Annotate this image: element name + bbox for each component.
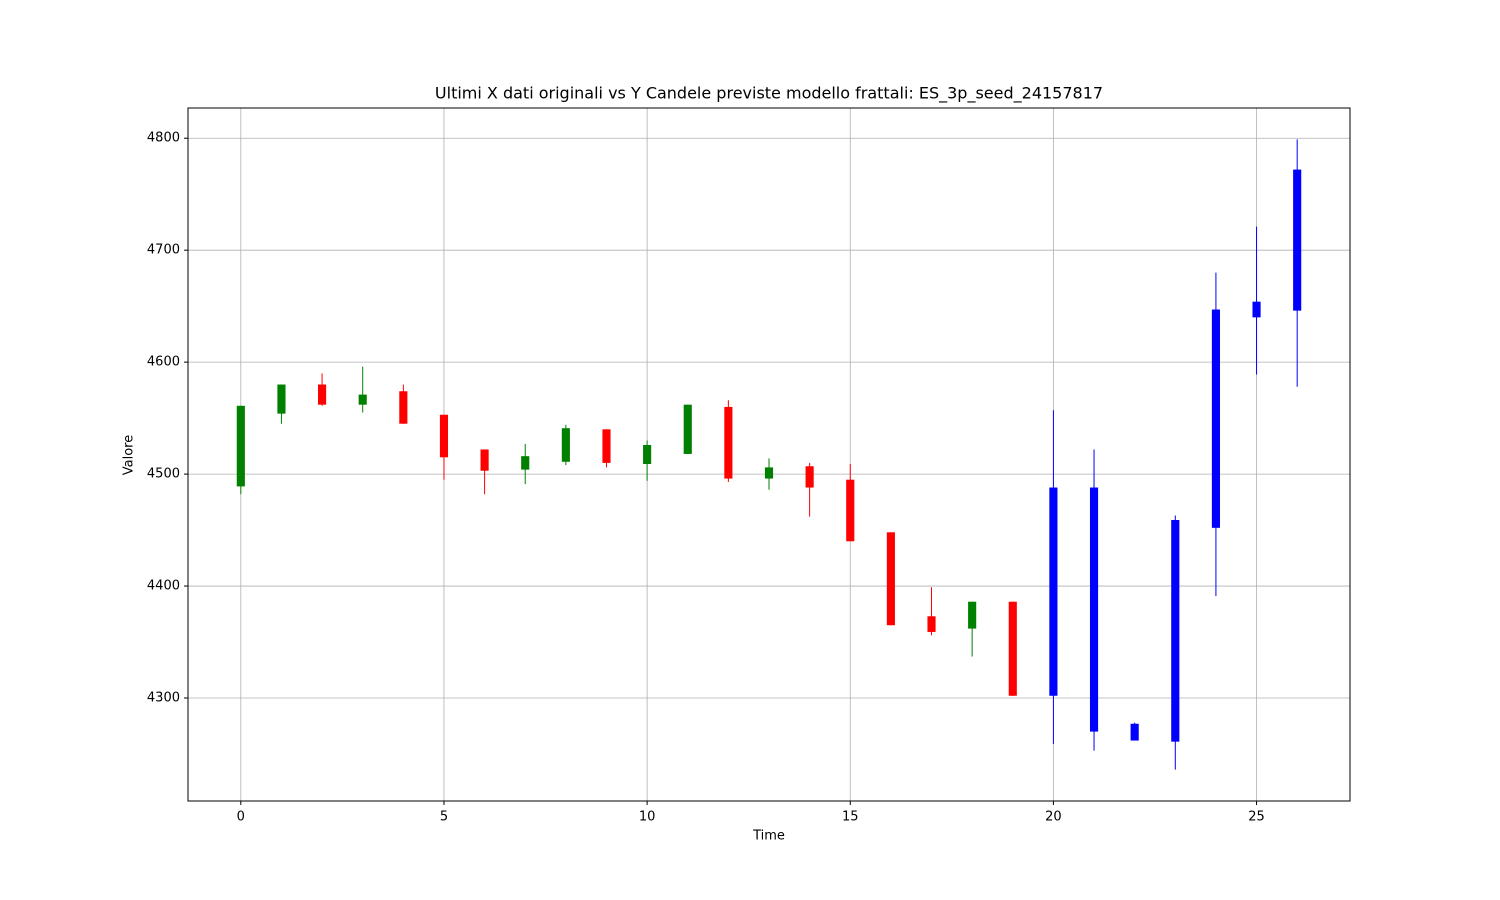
x-tick-label: 25: [1248, 810, 1265, 825]
candle-body: [318, 384, 327, 405]
candle-body: [277, 384, 286, 414]
y-tick-label: 4700: [147, 243, 180, 258]
candle-body: [602, 429, 611, 463]
candle-body: [399, 391, 408, 424]
candle-body: [968, 601, 977, 629]
candle-body: [724, 406, 733, 479]
candle-body: [1293, 169, 1302, 311]
candle-body: [764, 467, 774, 479]
candle-body: [480, 449, 489, 471]
candle-body: [439, 414, 449, 458]
y-axis-label: Valore: [122, 435, 137, 475]
y-tick-label: 4500: [147, 467, 180, 482]
candle-body: [236, 405, 245, 487]
y-tick-label: 4600: [147, 355, 180, 370]
y-tick-label: 4400: [147, 579, 180, 594]
candle-body: [927, 616, 936, 632]
candle-body: [1089, 487, 1099, 732]
candle-body: [1211, 309, 1220, 528]
x-tick-label: 5: [440, 810, 448, 825]
candle-body: [886, 532, 895, 626]
x-tick-label: 20: [1045, 810, 1062, 825]
plot-frame: [187, 107, 1351, 802]
x-tick-label: 15: [842, 810, 859, 825]
candle-body: [643, 444, 652, 465]
candle-body: [521, 456, 530, 470]
candle-body: [1171, 519, 1180, 742]
candle-body: [805, 466, 814, 488]
candle-body: [561, 428, 570, 462]
chart-title: Ultimi X dati originali vs Y Candele pre…: [435, 84, 1103, 104]
candle-body: [1008, 601, 1017, 696]
y-tick-label: 4800: [147, 131, 180, 146]
y-tick-label: 4300: [147, 691, 180, 706]
candle-body: [1252, 301, 1261, 318]
candle-body: [683, 404, 692, 454]
candle-body: [846, 479, 855, 542]
candle-body: [1130, 723, 1139, 741]
x-tick-label: 0: [237, 810, 245, 825]
candle-body: [358, 394, 367, 405]
x-tick-label: 10: [639, 810, 656, 825]
candle-body: [1049, 487, 1058, 696]
x-axis-label: Time: [752, 829, 785, 844]
